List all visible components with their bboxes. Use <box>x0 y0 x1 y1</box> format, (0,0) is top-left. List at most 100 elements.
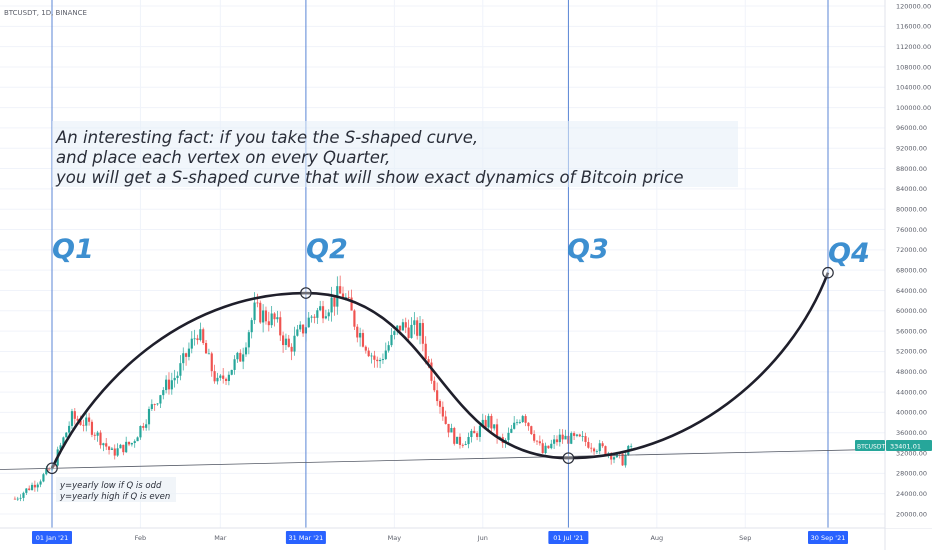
candle-body <box>341 293 345 298</box>
candle-body <box>456 436 459 444</box>
candle-body <box>301 324 305 334</box>
price-tick-label: 72000.00 <box>896 246 927 254</box>
candle-body <box>282 335 285 346</box>
candle-body <box>202 329 205 344</box>
candle-body <box>373 355 376 360</box>
curve-vertex-marker[interactable] <box>300 287 312 299</box>
candle-body <box>253 302 256 321</box>
curve-vertices <box>46 266 834 475</box>
curve-vertex-marker[interactable] <box>46 462 58 475</box>
time-axis-ticks: 01 Jan '21 Feb Mar 31 Mar '21 May Jun 01 Jul '… <box>32 531 848 544</box>
time-tick-label: Feb <box>135 534 147 542</box>
price-tick-label: 52000.00 <box>896 348 927 356</box>
time-axis-bg <box>0 528 932 550</box>
candle-body <box>79 420 82 425</box>
candle-body <box>450 427 453 433</box>
candle-body <box>130 443 133 445</box>
candle-body <box>364 346 367 351</box>
candle-body <box>185 353 188 357</box>
candle-body <box>207 353 210 355</box>
time-tick-label: May <box>388 534 402 542</box>
candle-body <box>193 338 196 340</box>
quarter-label-q3: Q3 <box>567 234 609 265</box>
price-tick-label: 20000.00 <box>896 510 927 518</box>
candle-body <box>587 441 590 448</box>
price-tick-label: 24000.00 <box>896 490 927 498</box>
candle-body <box>555 439 559 443</box>
candle-body <box>73 411 76 419</box>
candle-body <box>544 445 547 454</box>
date-highlight-badge <box>285 531 326 544</box>
candle-body <box>553 439 556 444</box>
candle-body <box>573 433 576 436</box>
candle-body <box>45 468 48 475</box>
candle-body <box>284 338 288 346</box>
candle-body <box>521 416 524 422</box>
candle-body <box>136 437 139 442</box>
candle-body <box>122 444 125 453</box>
candle-body <box>367 350 370 357</box>
candle-body <box>592 448 596 452</box>
candle-body <box>190 338 193 349</box>
candle-body <box>595 451 598 452</box>
candle-body <box>299 324 302 330</box>
candle-body <box>515 422 519 424</box>
candle-body <box>213 371 216 382</box>
candle-body <box>436 390 439 402</box>
candle-body <box>30 484 34 491</box>
candle-body <box>270 313 273 326</box>
candle-body <box>484 419 487 428</box>
candle-body <box>421 323 424 344</box>
candle-body <box>430 362 433 381</box>
date-highlight-badge <box>808 531 848 544</box>
candle-body <box>13 498 16 500</box>
rule-note-line-1: y=yearly low if Q is odd <box>59 481 162 491</box>
candle-body <box>210 353 213 372</box>
candle-body <box>398 325 402 331</box>
candle-body <box>361 333 365 347</box>
candle-body <box>53 465 56 467</box>
curve-vertex-marker[interactable] <box>822 266 834 279</box>
candle-body <box>68 425 71 433</box>
time-tick-label: 31 Mar '21 <box>289 534 324 542</box>
candle-body <box>530 426 533 435</box>
candle-body <box>612 457 616 460</box>
price-tick-label: 100000.00 <box>896 104 931 112</box>
rule-note-box <box>56 477 176 502</box>
price-tick-label: 80000.00 <box>896 206 927 214</box>
candle-body <box>390 334 393 346</box>
curve-vertex-marker[interactable] <box>562 452 575 464</box>
candle-body <box>467 437 470 445</box>
candle-body <box>313 316 316 318</box>
candle-body <box>307 317 310 328</box>
candle-body <box>219 375 222 378</box>
candle-body <box>147 409 151 425</box>
candle-body <box>33 484 36 488</box>
quarter-label-q4: Q4 <box>828 238 870 269</box>
candle-body <box>453 427 456 444</box>
candle-body <box>196 338 199 341</box>
candle-body <box>62 437 65 446</box>
candle-body <box>598 443 601 452</box>
annotation-line-1: An interesting fact: if you take the S-s… <box>55 128 478 147</box>
candle-body <box>39 481 42 485</box>
time-tick-label: Mar <box>214 534 227 542</box>
candle-body <box>353 310 356 327</box>
candle-body <box>461 444 464 446</box>
candle-body <box>145 424 148 428</box>
rule-note-line-2: y=yearly high if Q is even <box>59 492 170 502</box>
candle-body <box>413 320 416 325</box>
candle-body <box>347 297 350 299</box>
price-tick-label: 36000.00 <box>896 429 927 437</box>
price-tick-label: 88000.00 <box>896 165 927 173</box>
candle-body <box>384 350 387 360</box>
candle-body <box>239 352 242 362</box>
candle-body <box>156 403 159 405</box>
candle-body <box>370 355 373 357</box>
date-highlight-badge <box>548 531 589 544</box>
candle-body <box>273 313 276 320</box>
candle-body <box>242 354 245 362</box>
quarter-lines <box>51 0 829 528</box>
price-tick-label: 120000.00 <box>896 2 931 10</box>
candle-body <box>438 401 442 407</box>
